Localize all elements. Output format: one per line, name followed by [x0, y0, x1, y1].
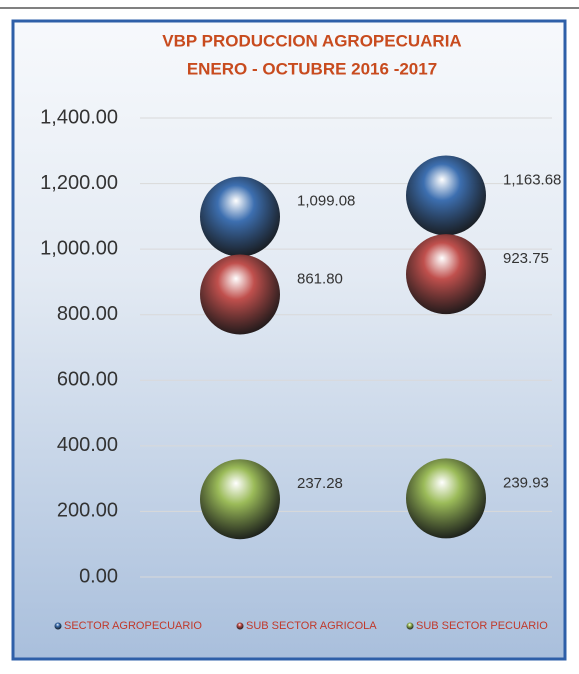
- legend-marker: [54, 622, 62, 630]
- bubble: [406, 458, 486, 539]
- data-label: 1,099.08: [297, 193, 355, 210]
- y-tick-label: 800.00: [57, 303, 118, 325]
- legend-marker: [406, 622, 414, 630]
- data-label: 1,163.68: [503, 171, 561, 188]
- data-label: 239.93: [503, 474, 549, 491]
- y-tick-label: 400.00: [57, 434, 118, 456]
- y-tick-label: 1,400.00: [40, 106, 118, 128]
- legend-marker: [236, 622, 244, 630]
- chart-title: VBP PRODUCCION AGROPECUARIA: [162, 31, 461, 50]
- frame: [11, 19, 567, 661]
- y-tick-label: 1,000.00: [40, 237, 118, 259]
- legend-label: SUB SECTOR AGRICOLA: [246, 620, 377, 632]
- y-tick-label: 200.00: [57, 500, 118, 522]
- data-label: 923.75: [503, 250, 549, 267]
- legend-label: SECTOR AGROPECUARIO: [64, 620, 202, 632]
- y-tick-label: 1,200.00: [40, 172, 118, 194]
- y-tick-label: 0.00: [79, 565, 118, 587]
- data-label: 861.80: [297, 270, 343, 287]
- bubble: [406, 155, 486, 236]
- bubble: [200, 459, 280, 540]
- chart-subtitle: ENERO - OCTUBRE 2016 -2017: [187, 59, 437, 78]
- y-tick-label: 600.00: [57, 369, 118, 391]
- bubble: [200, 254, 280, 335]
- bubble: [200, 176, 280, 257]
- bubble: [406, 234, 486, 315]
- legend-label: SUB SECTOR PECUARIO: [416, 620, 548, 632]
- data-label: 237.28: [297, 475, 343, 492]
